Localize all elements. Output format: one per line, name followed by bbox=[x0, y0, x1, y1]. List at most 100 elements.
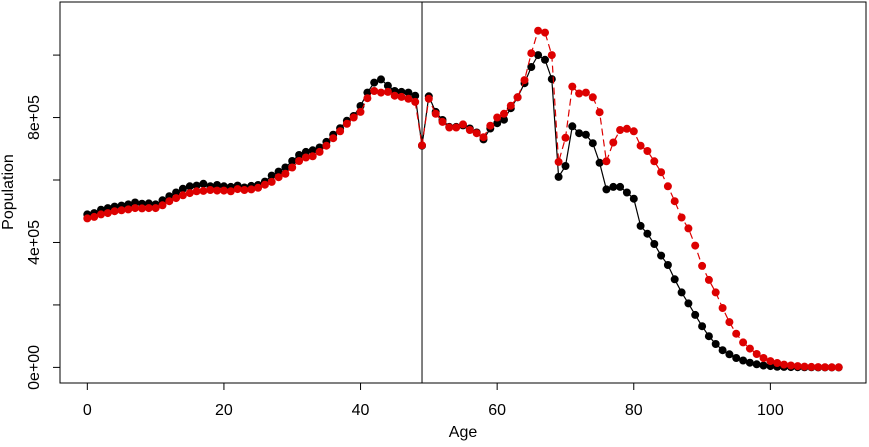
data-point bbox=[636, 221, 645, 230]
data-point bbox=[677, 213, 686, 222]
series-1 bbox=[83, 26, 843, 372]
data-point bbox=[711, 288, 720, 297]
data-point bbox=[622, 124, 631, 133]
data-point bbox=[745, 358, 754, 367]
data-point bbox=[520, 76, 529, 85]
data-point bbox=[206, 186, 215, 194]
data-point bbox=[138, 204, 146, 213]
data-point bbox=[814, 363, 823, 372]
x-axis-label: Age bbox=[449, 424, 478, 441]
data-point bbox=[172, 194, 181, 203]
data-point bbox=[493, 113, 502, 122]
data-point bbox=[103, 209, 112, 218]
data-point bbox=[117, 206, 126, 215]
data-point bbox=[363, 88, 372, 97]
data-point bbox=[793, 362, 802, 371]
data-point bbox=[260, 180, 269, 189]
data-point bbox=[247, 185, 256, 194]
data-point bbox=[527, 63, 536, 71]
data-point bbox=[650, 157, 659, 166]
data-point bbox=[588, 139, 597, 148]
data-point bbox=[739, 338, 748, 347]
data-point bbox=[752, 350, 761, 358]
data-point bbox=[807, 362, 816, 371]
data-point bbox=[213, 186, 222, 195]
data-point bbox=[219, 186, 228, 195]
data-point bbox=[383, 81, 392, 90]
data-point bbox=[643, 229, 652, 238]
axes: 0 20 40 60 80 100 0e+00 4e+05 8e+05 bbox=[26, 1, 867, 419]
data-point bbox=[349, 113, 358, 122]
x-tick-label: 80 bbox=[625, 402, 643, 419]
data-point bbox=[595, 158, 604, 167]
data-point bbox=[199, 179, 208, 188]
data-point bbox=[534, 26, 543, 35]
data-point bbox=[834, 363, 843, 372]
data-point bbox=[199, 186, 208, 195]
data-point bbox=[629, 194, 638, 203]
data-point bbox=[561, 133, 570, 142]
data-point bbox=[281, 169, 290, 178]
data-point bbox=[657, 251, 666, 260]
data-point bbox=[602, 157, 611, 166]
data-point bbox=[301, 147, 310, 156]
data-point bbox=[527, 49, 536, 58]
data-point bbox=[677, 288, 686, 297]
data-point bbox=[609, 138, 618, 147]
data-point bbox=[192, 187, 201, 196]
y-tick-label: 0e+00 bbox=[26, 345, 43, 390]
data-point bbox=[213, 181, 222, 189]
data-point bbox=[329, 134, 338, 143]
data-point bbox=[725, 350, 734, 359]
data-point bbox=[704, 332, 713, 341]
data-point bbox=[602, 185, 611, 194]
data-point bbox=[404, 88, 413, 97]
x-tick-label: 40 bbox=[352, 402, 370, 419]
y-tick-label: 8e+05 bbox=[26, 95, 43, 140]
data-point bbox=[288, 163, 297, 172]
data-point bbox=[158, 201, 167, 210]
data-point bbox=[643, 147, 652, 155]
data-point bbox=[342, 119, 351, 128]
data-point bbox=[773, 359, 782, 367]
data-point bbox=[506, 101, 515, 110]
data-point bbox=[479, 133, 488, 142]
data-point bbox=[295, 151, 304, 159]
data-point bbox=[465, 126, 474, 134]
data-point bbox=[684, 224, 693, 233]
data-point bbox=[274, 167, 283, 176]
data-point bbox=[636, 141, 645, 150]
data-point bbox=[486, 121, 495, 130]
data-point bbox=[267, 171, 276, 180]
data-point bbox=[622, 188, 631, 197]
data-point bbox=[165, 197, 174, 206]
x-tick-label: 0 bbox=[83, 402, 92, 419]
data-point bbox=[609, 182, 618, 191]
data-point bbox=[759, 361, 768, 370]
data-point bbox=[704, 275, 713, 284]
data-point bbox=[575, 89, 584, 98]
data-point bbox=[445, 123, 454, 132]
data-point bbox=[739, 356, 748, 365]
data-point bbox=[670, 275, 679, 284]
data-point bbox=[336, 127, 345, 136]
data-point bbox=[827, 363, 836, 372]
x-tick-label: 20 bbox=[215, 402, 233, 419]
data-point bbox=[178, 184, 187, 193]
data-point bbox=[411, 91, 420, 100]
data-point bbox=[267, 177, 276, 186]
data-point bbox=[110, 207, 119, 216]
data-point bbox=[581, 88, 590, 97]
data-point bbox=[759, 354, 768, 362]
data-point bbox=[663, 261, 672, 269]
data-point bbox=[377, 88, 385, 97]
data-point bbox=[684, 299, 693, 308]
data-point bbox=[657, 168, 666, 177]
data-point bbox=[500, 115, 508, 124]
data-point bbox=[691, 310, 700, 319]
data-point bbox=[732, 354, 741, 362]
data-point bbox=[800, 362, 809, 371]
data-point bbox=[595, 108, 604, 117]
data-point bbox=[575, 129, 584, 138]
